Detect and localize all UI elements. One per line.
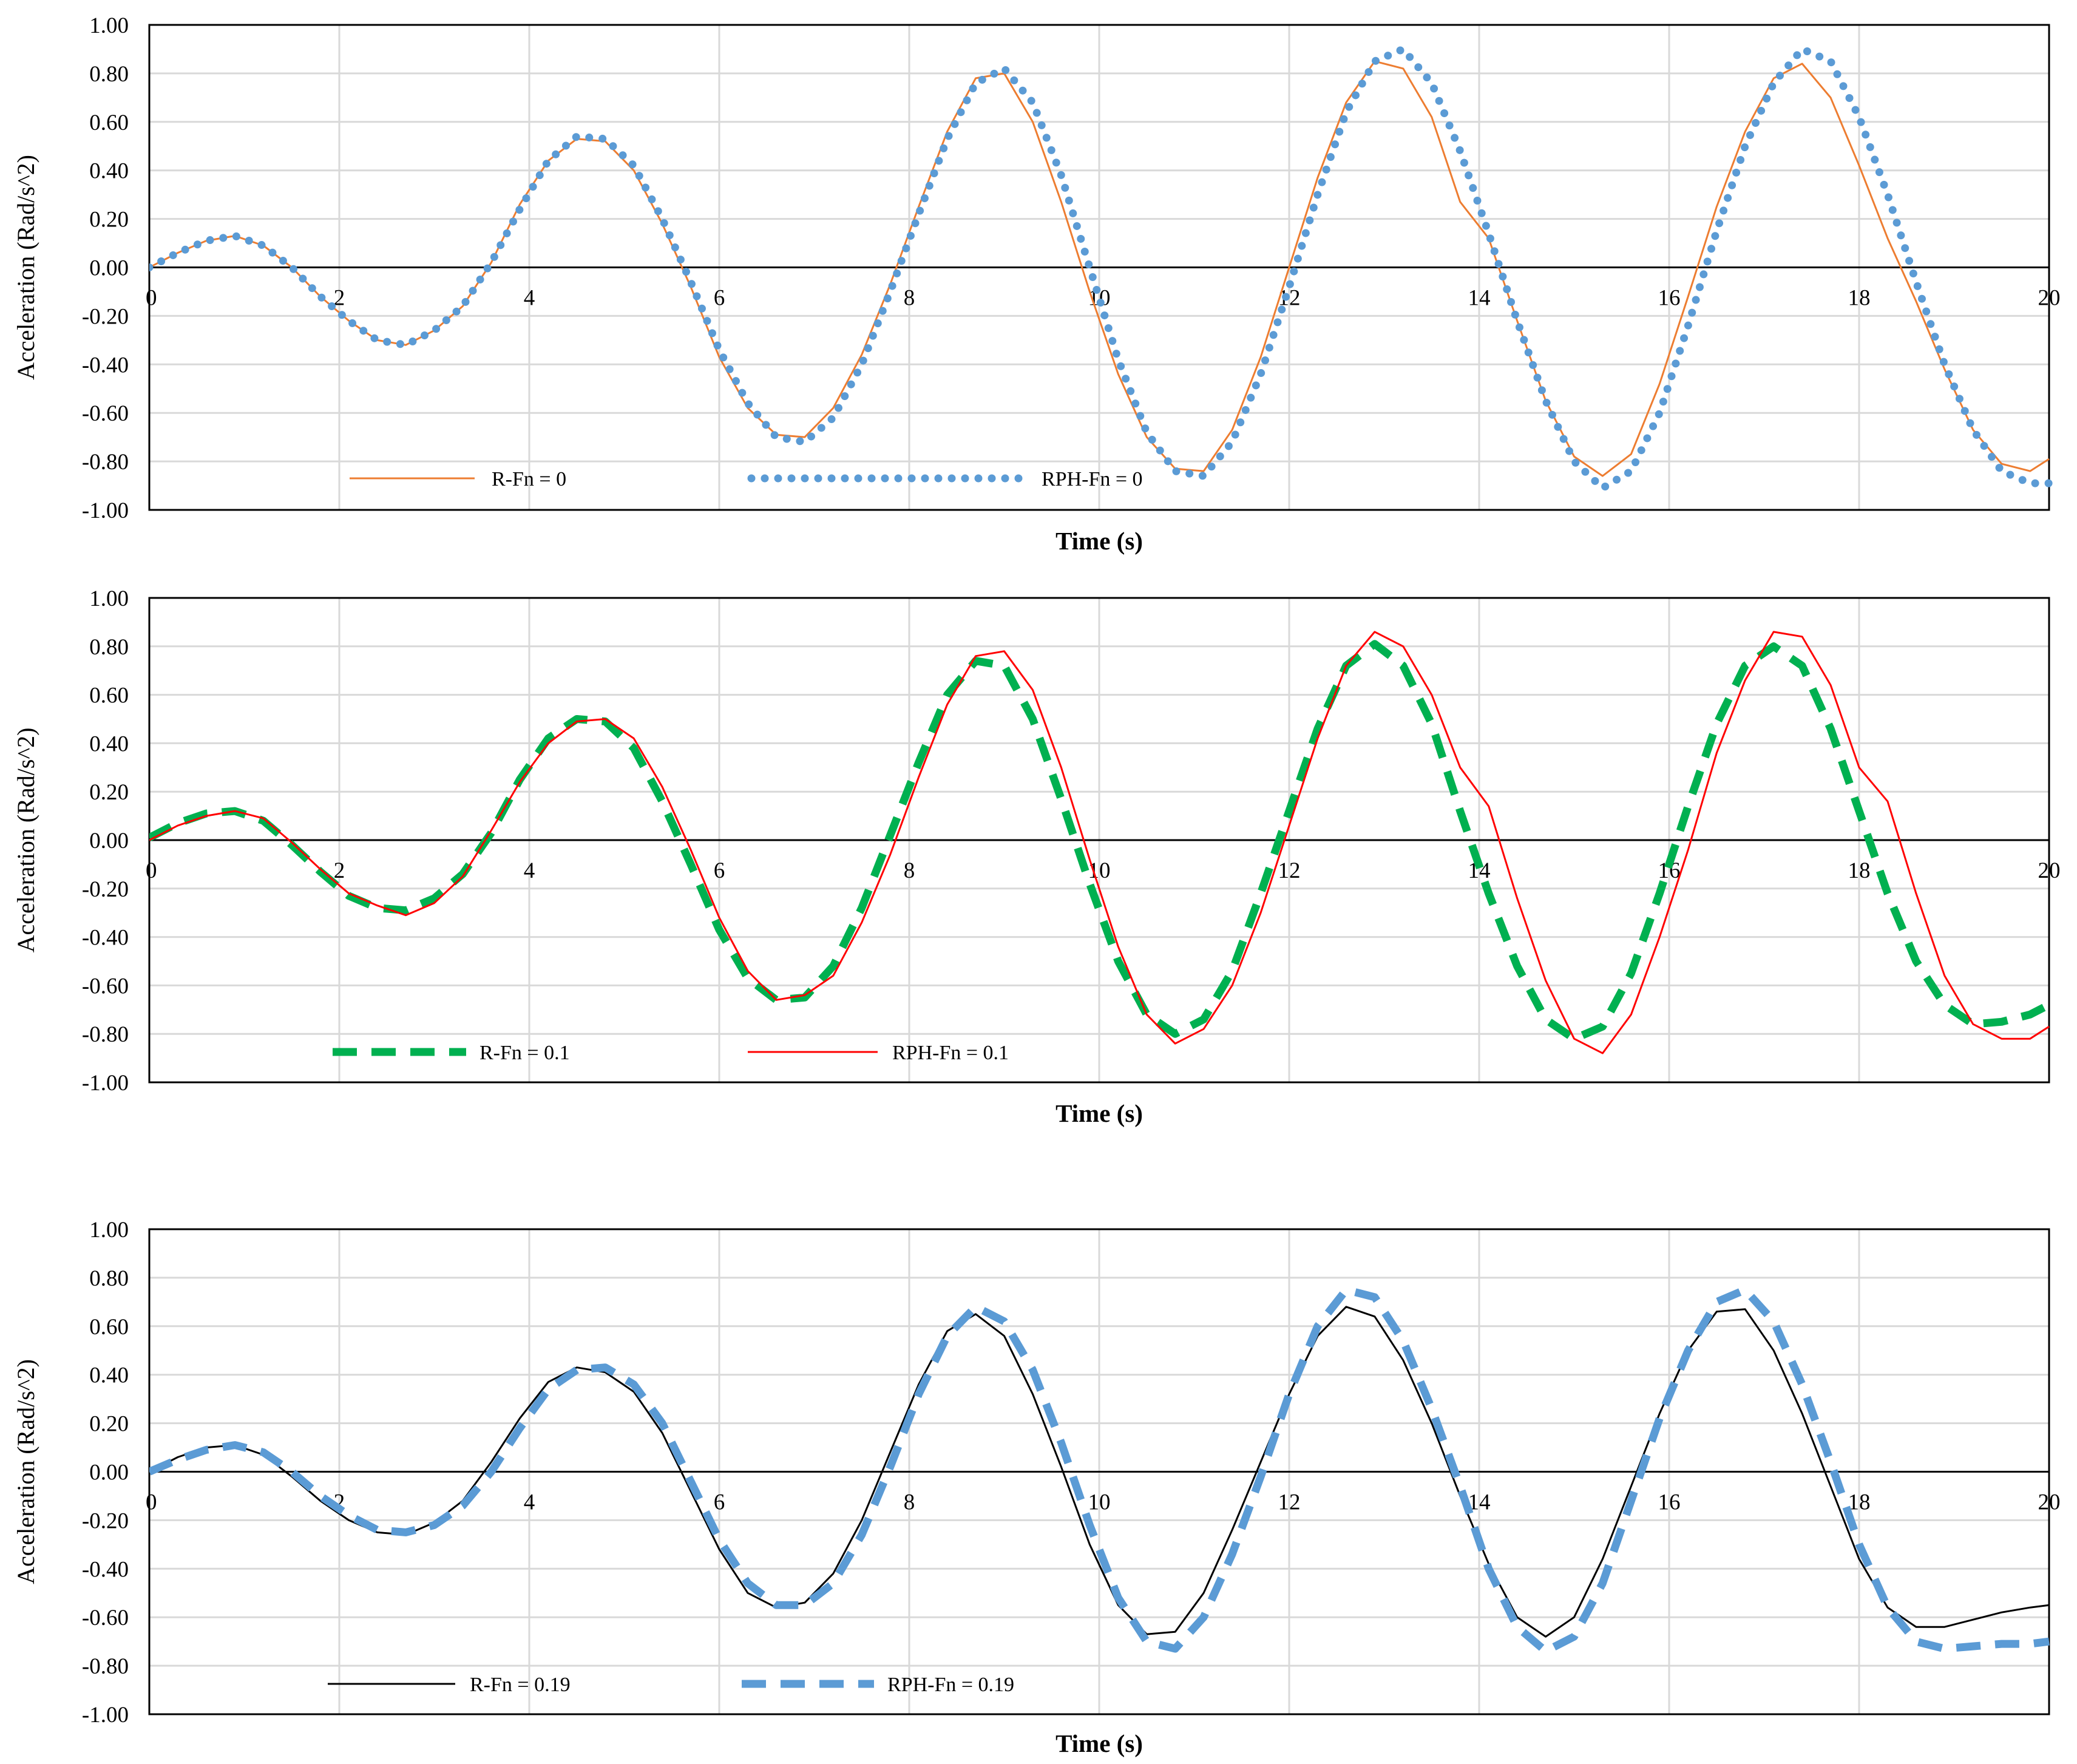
legend: R-Fn = 0.19 RPH-Fn = 0.19 <box>328 1674 1014 1696</box>
y-tick-label: 0.00 <box>89 829 129 853</box>
x-tick-label: 20 <box>2038 286 2061 311</box>
series-line <box>149 1286 2050 1655</box>
series-line <box>149 45 2053 492</box>
y-tick-label: 0.60 <box>89 684 129 708</box>
y-tick-label: 0.00 <box>89 1460 129 1485</box>
x-tick-label: 10 <box>1088 858 1111 883</box>
y-tick-label: 0.40 <box>89 1363 129 1388</box>
x-tick-label: 10 <box>1088 1490 1111 1515</box>
legend-label: R-Fn = 0.1 <box>479 1042 570 1064</box>
y-axis-title: Acceleration (Rad/s^2) <box>12 1359 39 1584</box>
y-axis-title: Acceleration (Rad/s^2) <box>12 728 39 953</box>
x-tick-label: 8 <box>904 1490 915 1515</box>
y-tick-label: -0.80 <box>82 1022 129 1047</box>
y-tick-label: 0.40 <box>89 731 129 756</box>
x-axis-title: Time (s) <box>1055 527 1143 555</box>
y-tick-label: -0.40 <box>82 926 129 951</box>
y-tick-label: 0.80 <box>89 1266 129 1291</box>
y-tick-label: 0.00 <box>89 256 129 281</box>
x-tick-label: 18 <box>1848 1490 1871 1515</box>
y-tick-label: -1.00 <box>82 1703 129 1728</box>
chart-panel-2: 1.00 0.80 0.60 0.40 0.20 0.00 -0.20 -0.40 -0.60 -… <box>12 586 2061 1127</box>
legend-label: RPH-Fn = 0.1 <box>892 1042 1009 1064</box>
chart-panel-3: 1.00 0.80 0.60 0.40 0.20 0.00 -0.20 -0.40 -0.60 -… <box>12 1218 2061 1757</box>
y-tick-label: -0.20 <box>82 1508 129 1533</box>
x-tick-label: 0 <box>146 286 157 311</box>
y-tick-label: -0.40 <box>82 1557 129 1582</box>
x-tick-label: 2 <box>334 858 345 883</box>
x-tick-label: 18 <box>1848 286 1871 311</box>
legend: R-Fn = 0 RPH-Fn = 0 <box>350 468 1143 490</box>
y-tick-label: -1.00 <box>82 1071 129 1096</box>
x-tick-label: 16 <box>1658 1490 1681 1515</box>
y-tick-label: -0.60 <box>82 1606 129 1630</box>
x-tick-label: 6 <box>714 858 725 883</box>
y-tick-label: 0.20 <box>89 208 129 232</box>
y-tick-label: 1.00 <box>89 1218 129 1243</box>
y-tick-label: 0.80 <box>89 62 129 87</box>
x-tick-label: 12 <box>1278 1490 1301 1515</box>
x-tick-label: 4 <box>524 858 535 883</box>
y-tick-label: -0.40 <box>82 353 129 378</box>
y-tick-label: -0.80 <box>82 1654 129 1679</box>
y-tick-label: 0.60 <box>89 110 129 135</box>
legend-label: RPH-Fn = 0 <box>1042 468 1143 490</box>
y-tick-label: -1.00 <box>82 498 129 523</box>
y-tick-label: -0.60 <box>82 974 129 999</box>
x-tick-label: 0 <box>146 1490 157 1515</box>
y-tick-label: -0.60 <box>82 401 129 426</box>
x-tick-label: 20 <box>2038 858 2061 883</box>
y-tick-label: 0.80 <box>89 635 129 660</box>
x-axis-title: Time (s) <box>1055 1099 1143 1127</box>
y-tick-label: 1.00 <box>89 586 129 611</box>
y-tick-label: 0.20 <box>89 1412 129 1437</box>
y-tick-label: 0.60 <box>89 1315 129 1340</box>
y-tick-label: 0.20 <box>89 780 129 805</box>
legend-label: R-Fn = 0 <box>492 468 566 490</box>
y-tick-label: -0.20 <box>82 877 129 902</box>
y-tick-label: -0.20 <box>82 304 129 329</box>
x-tick-label: 16 <box>1658 286 1681 311</box>
series-line <box>149 631 2050 1054</box>
legend: R-Fn = 0.1 RPH-Fn = 0.1 <box>333 1042 1009 1064</box>
chart-panel-1: 1.00 0.80 0.60 0.40 0.20 0.00 -0.20 -0.40 -0.60 -… <box>12 13 2061 555</box>
x-tick-label: 14 <box>1468 286 1491 311</box>
x-tick-label: 6 <box>714 1490 725 1515</box>
legend-label: R-Fn = 0.19 <box>470 1674 571 1696</box>
x-tick-label: 12 <box>1278 858 1301 883</box>
y-tick-label: 0.40 <box>89 159 129 184</box>
x-tick-label: 4 <box>524 1490 535 1515</box>
y-axis-title: Acceleration (Rad/s^2) <box>12 155 39 380</box>
x-tick-label: 4 <box>524 286 535 311</box>
x-tick-label: 18 <box>1848 858 1871 883</box>
x-axis-title: Time (s) <box>1055 1729 1143 1757</box>
x-tick-label: 6 <box>714 286 725 311</box>
x-tick-label: 2 <box>334 286 345 311</box>
x-tick-label: 8 <box>904 858 915 883</box>
legend-label: RPH-Fn = 0.19 <box>887 1674 1014 1696</box>
y-tick-label: 1.00 <box>89 13 129 38</box>
x-tick-label: 0 <box>146 858 157 883</box>
y-tick-label: -0.80 <box>82 450 129 475</box>
x-tick-label: 8 <box>904 286 915 311</box>
x-tick-label: 20 <box>2038 1490 2061 1515</box>
